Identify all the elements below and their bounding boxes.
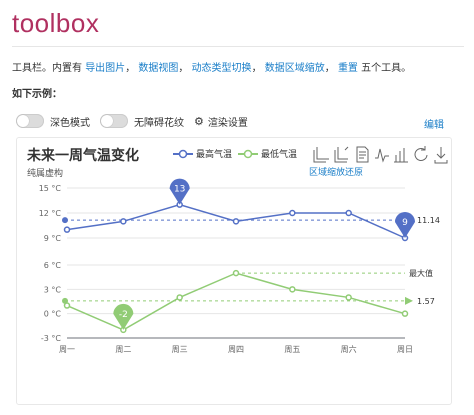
y-tick-label: 3 °C bbox=[44, 285, 62, 294]
legend-marker-min bbox=[243, 149, 253, 159]
y-tick-label: 9 °C bbox=[44, 234, 62, 243]
data-point-max bbox=[232, 218, 240, 225]
dark-mode-toggle[interactable] bbox=[16, 114, 44, 128]
title-divider bbox=[12, 46, 464, 47]
zoom-reset-link[interactable]: 区域缩放还原 bbox=[309, 166, 363, 178]
y-tick-label: -3 °C bbox=[41, 334, 62, 343]
decal-toggle[interactable] bbox=[100, 114, 128, 128]
gear-icon[interactable]: ⚙ bbox=[194, 114, 204, 128]
data-view-icon[interactable] bbox=[356, 146, 369, 163]
data-point-min bbox=[401, 310, 409, 317]
x-tick-label: 周二 bbox=[115, 345, 131, 354]
decal-label: 无障碍花纹 bbox=[134, 117, 184, 129]
mark-point-label: 13 bbox=[174, 185, 185, 195]
desc-separator: ， bbox=[125, 63, 136, 74]
y-tick-label: 0 °C bbox=[44, 310, 62, 319]
mark-line-label: 11.14 bbox=[417, 216, 440, 225]
restore-icon[interactable] bbox=[414, 146, 428, 161]
data-point-min bbox=[232, 269, 240, 277]
mark-point-label: 9 bbox=[402, 218, 408, 228]
link-magic-type[interactable]: 动态类型切换 bbox=[191, 63, 252, 74]
plot-area: 15 °C 12 °C 9 °C 11.14 13 9 6 °C 3 °C 0 °C -3 °C 1… bbox=[39, 178, 440, 354]
data-point-max bbox=[289, 209, 296, 217]
examples-heading: 如下示例： bbox=[12, 89, 62, 100]
data-point-max bbox=[120, 218, 127, 225]
y-tick-label: 12 °C bbox=[39, 209, 62, 218]
edit-link[interactable]: 编辑 bbox=[424, 120, 444, 131]
series-line-min bbox=[66, 272, 406, 331]
desc-separator: ， bbox=[178, 63, 189, 74]
y-tick-label: 6 °C bbox=[44, 261, 62, 270]
mark-line-max-label: 最大值 bbox=[409, 268, 433, 278]
desc-separator: ， bbox=[324, 63, 335, 74]
link-restore[interactable]: 重置 bbox=[337, 63, 358, 74]
desc-prefix: 工具栏。内置有 bbox=[12, 63, 82, 74]
example-controls: 深色模式 无障碍花纹 ⚙ 渲染设置 bbox=[16, 113, 248, 129]
chart-card: 未来一周气温变化 纯属虚构 最高气温 最低气温 bbox=[16, 137, 452, 405]
x-tick-label: 周三 bbox=[172, 345, 188, 354]
legend-item-max[interactable]: 最高气温 bbox=[173, 148, 232, 160]
data-point-min bbox=[176, 294, 183, 301]
mark-point-label: -2 bbox=[119, 310, 128, 320]
desc-separator: ， bbox=[251, 63, 262, 74]
mark-line-start bbox=[62, 217, 68, 224]
mark-line-label: 1.57 bbox=[417, 297, 435, 306]
bar-type-icon[interactable] bbox=[394, 148, 408, 163]
save-image-icon[interactable] bbox=[434, 147, 448, 164]
description: 工具栏。内置有 导出图片， 数据视图， 动态类型切换， 数据区域缩放， 重置 五… bbox=[12, 59, 411, 74]
page-title: toolbox bbox=[12, 8, 100, 38]
render-settings-label[interactable]: 渲染设置 bbox=[207, 117, 248, 129]
x-tick-label: 周日 bbox=[397, 345, 413, 354]
link-export-image[interactable]: 导出图片 bbox=[85, 63, 126, 74]
data-point-max bbox=[345, 209, 352, 217]
zoom-reset-icon[interactable] bbox=[334, 146, 349, 163]
x-tick-label: 周一 bbox=[59, 345, 75, 354]
mark-point-pin bbox=[169, 178, 190, 205]
chart-title: 未来一周气温变化 bbox=[27, 147, 139, 164]
legend-marker-max bbox=[178, 149, 188, 159]
desc-suffix: 五个工具。 bbox=[361, 63, 412, 74]
x-tick-label: 周四 bbox=[228, 345, 244, 354]
dark-mode-label: 深色模式 bbox=[50, 117, 90, 129]
x-tick-label: 周五 bbox=[284, 345, 300, 354]
temperature-chart: 未来一周气温变化 纯属虚构 最高气温 最低气温 bbox=[27, 146, 448, 354]
x-tick-label: 周六 bbox=[341, 344, 357, 354]
line-type-icon[interactable] bbox=[375, 148, 389, 163]
chart-subtitle: 纯属虚构 bbox=[27, 167, 63, 179]
data-point-min bbox=[289, 286, 296, 293]
link-data-view[interactable]: 数据视图 bbox=[138, 63, 179, 74]
data-point-min bbox=[345, 294, 352, 301]
data-point-max bbox=[63, 226, 71, 233]
mark-point-pin bbox=[395, 212, 415, 238]
data-point-min bbox=[63, 302, 71, 309]
mark-point-pin bbox=[113, 303, 134, 330]
legend-label-max: 最高气温 bbox=[196, 148, 232, 160]
zoom-icon[interactable] bbox=[313, 147, 329, 163]
legend-item-min[interactable]: 最低气温 bbox=[238, 148, 297, 160]
y-tick-label: 15 °C bbox=[39, 184, 62, 193]
mark-line-arrow bbox=[405, 296, 413, 305]
legend-label-min: 最低气温 bbox=[261, 148, 297, 160]
link-data-zoom[interactable]: 数据区域缩放 bbox=[264, 63, 325, 74]
